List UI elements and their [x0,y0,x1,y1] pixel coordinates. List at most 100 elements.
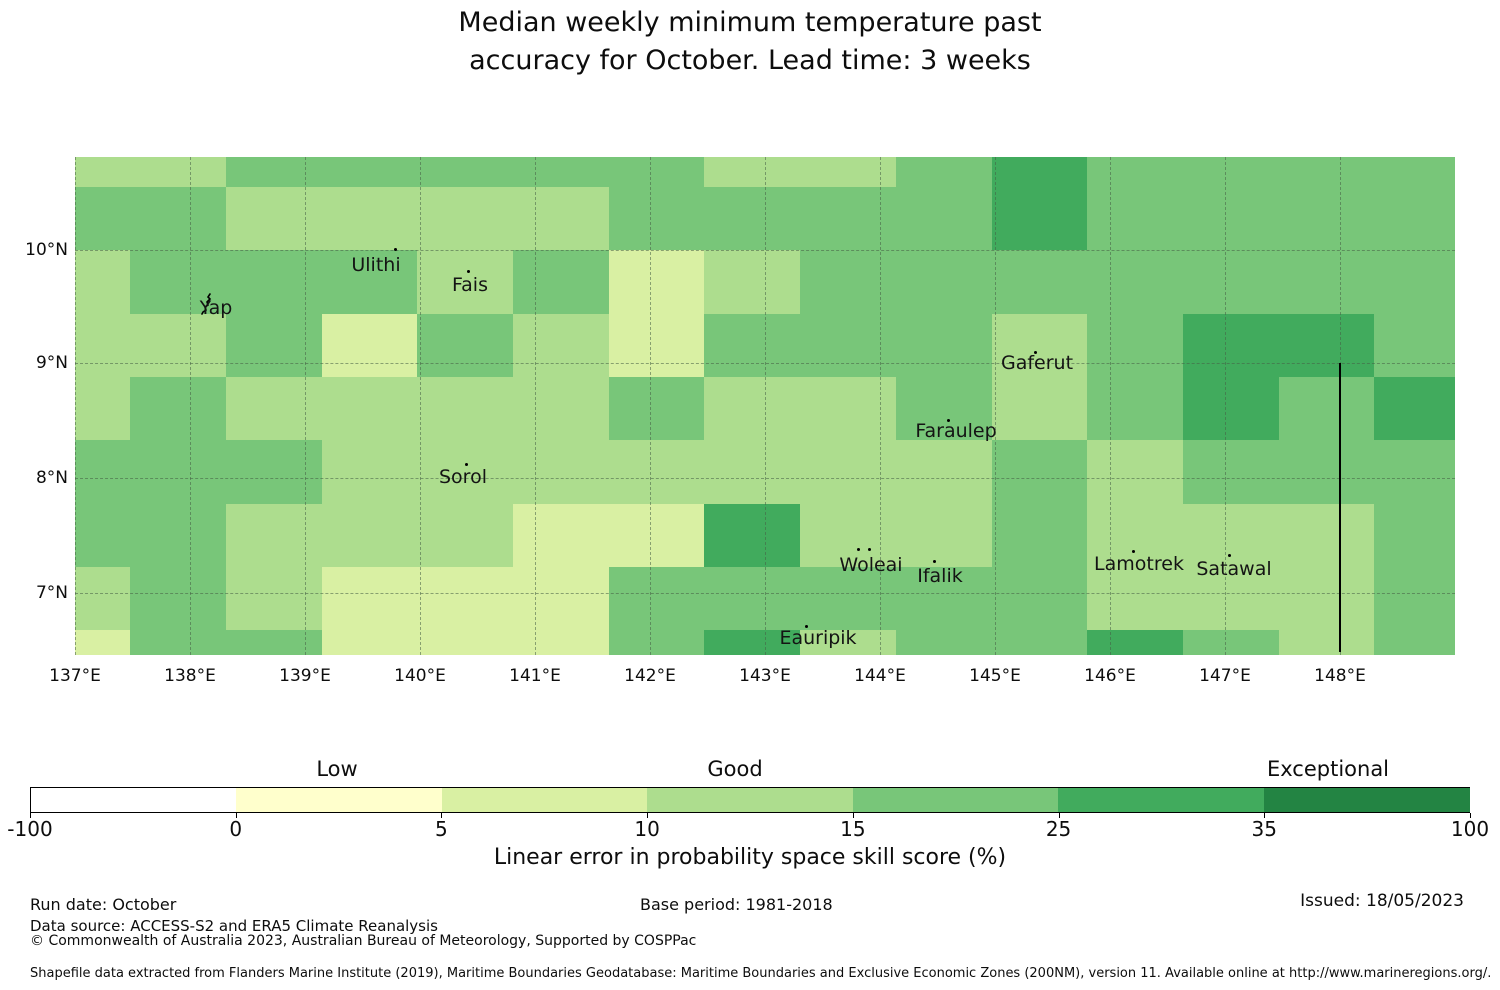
issued-date-text: Issued: 18/05/2023 [1300,891,1464,911]
x-tick-label: 140°E [394,666,446,686]
heatmap-cell [896,157,992,187]
heatmap-cell [896,440,992,504]
heatmap-cell [1087,440,1183,504]
heatmap-cell [992,187,1087,250]
island-marker-dot [467,270,470,273]
heatmap-cell [226,630,322,655]
heatmap-cell [1087,377,1183,440]
heatmap-cell [417,567,513,630]
x-tick-label: 137°E [49,666,101,686]
island-marker-dot [1132,550,1135,553]
island-marker-dot [868,548,871,551]
island-marker-dot [805,625,808,628]
heatmap-cell [226,440,322,504]
colorbar-segment [1058,788,1265,812]
heatmap-cell [1374,187,1455,250]
heatmap-cell [417,504,513,567]
heatmap-cell [130,630,226,655]
island-label-yap: Yap [199,297,233,319]
island-marker-dot [1228,554,1231,557]
heatmap-cell [609,187,704,250]
latitude-gridline [75,250,1455,251]
heatmap-cell [800,440,896,504]
heatmap-cell [417,250,513,314]
heatmap-cell [1279,157,1374,187]
run-date-text: Run date: October [30,895,177,914]
heatmap-cell [1087,187,1183,250]
colorbar-tick-label: 100 [1450,817,1490,841]
colorbar-tick-label: 35 [1251,817,1277,841]
heatmap-cell [513,187,609,250]
heatmap-cell [1374,314,1455,377]
heatmap-cell [992,630,1087,655]
island-label-gaferut: Gaferut [1000,352,1074,374]
heatmap-cell [1087,157,1183,187]
heatmap-cell [513,157,609,187]
heatmap-cell [609,157,704,187]
heatmap-cell [992,567,1087,630]
y-tick-label: 10°N [25,240,68,260]
colorbar-category-low: Low [316,757,358,781]
heatmap-cell [800,187,896,250]
shapefile-attribution-text: Shapefile data extracted from Flanders M… [30,966,1492,981]
x-tick-label: 139°E [279,666,331,686]
longitude-gridline [650,157,651,655]
heatmap-cell [992,314,1087,377]
island-marker-dot [1034,351,1037,354]
heatmap-cell [896,504,992,567]
heatmap-cell [704,504,800,567]
heatmap-cell [800,314,896,377]
colorbar-tick-mark [235,813,237,818]
colorbar-tick-mark [852,813,854,818]
data-source-text: Data source: ACCESS-S2 and ERA5 Climate … [30,917,438,935]
heatmap-cell [609,314,704,377]
colorbar-tick-label: 0 [229,817,243,841]
heatmap-cell [1183,250,1279,314]
colorbar-segment [852,788,1060,812]
longitude-gridline [765,157,766,655]
heatmap-cell [1279,314,1374,377]
heatmap-cell [704,567,800,630]
heatmap-cell [1374,250,1455,314]
heatmap-cell [513,440,609,504]
heatmap-cell [992,504,1087,567]
maritime-boundary-line [1339,363,1341,652]
longitude-gridline [1110,157,1111,655]
heatmap-cell [417,157,513,187]
heatmap-cell [75,504,130,567]
heatmap-cell [800,157,896,187]
x-tick-label: 144°E [854,666,906,686]
heatmap-cell [226,157,322,187]
heatmap-cell [609,377,704,440]
colorbar-segment [441,788,649,812]
heatmap-cell [896,567,992,630]
colorbar-segment [647,788,854,812]
heatmap-cell [513,567,609,630]
heatmap-cell [75,187,130,250]
chart-title-line2: accuracy for October. Lead time: 3 weeks [469,45,1031,76]
heatmap-cell [609,440,704,504]
colorbar-tick-mark [1264,813,1266,818]
heatmap-cell [704,440,800,504]
heatmap-cell [130,504,226,567]
heatmap: Yap Ulithi Fais Gaferut Faraulep Sorol Woleai I… [75,157,1455,655]
colorbar-segment [236,788,443,812]
colorbar-tick-mark [1058,813,1060,818]
heatmap-cell [1279,630,1374,655]
heatmap-cell [322,314,417,377]
heatmap-cell [1374,630,1455,655]
heatmap-cell [1087,250,1183,314]
island-marker-dot [947,419,950,422]
x-tick-label: 142°E [624,666,676,686]
heatmap-cell [1183,157,1279,187]
heatmap-cell [322,504,417,567]
heatmap-cell [1183,630,1279,655]
latitude-gridline [75,593,1455,594]
island-label-woleai: Woleai [839,554,903,576]
colorbar-category-good: Good [707,757,763,781]
colorbar-segment [31,788,238,812]
longitude-gridline [995,157,996,655]
heatmap-cell [322,377,417,440]
colorbar-category-exceptional: Exceptional [1266,757,1390,781]
longitude-gridline [420,157,421,655]
